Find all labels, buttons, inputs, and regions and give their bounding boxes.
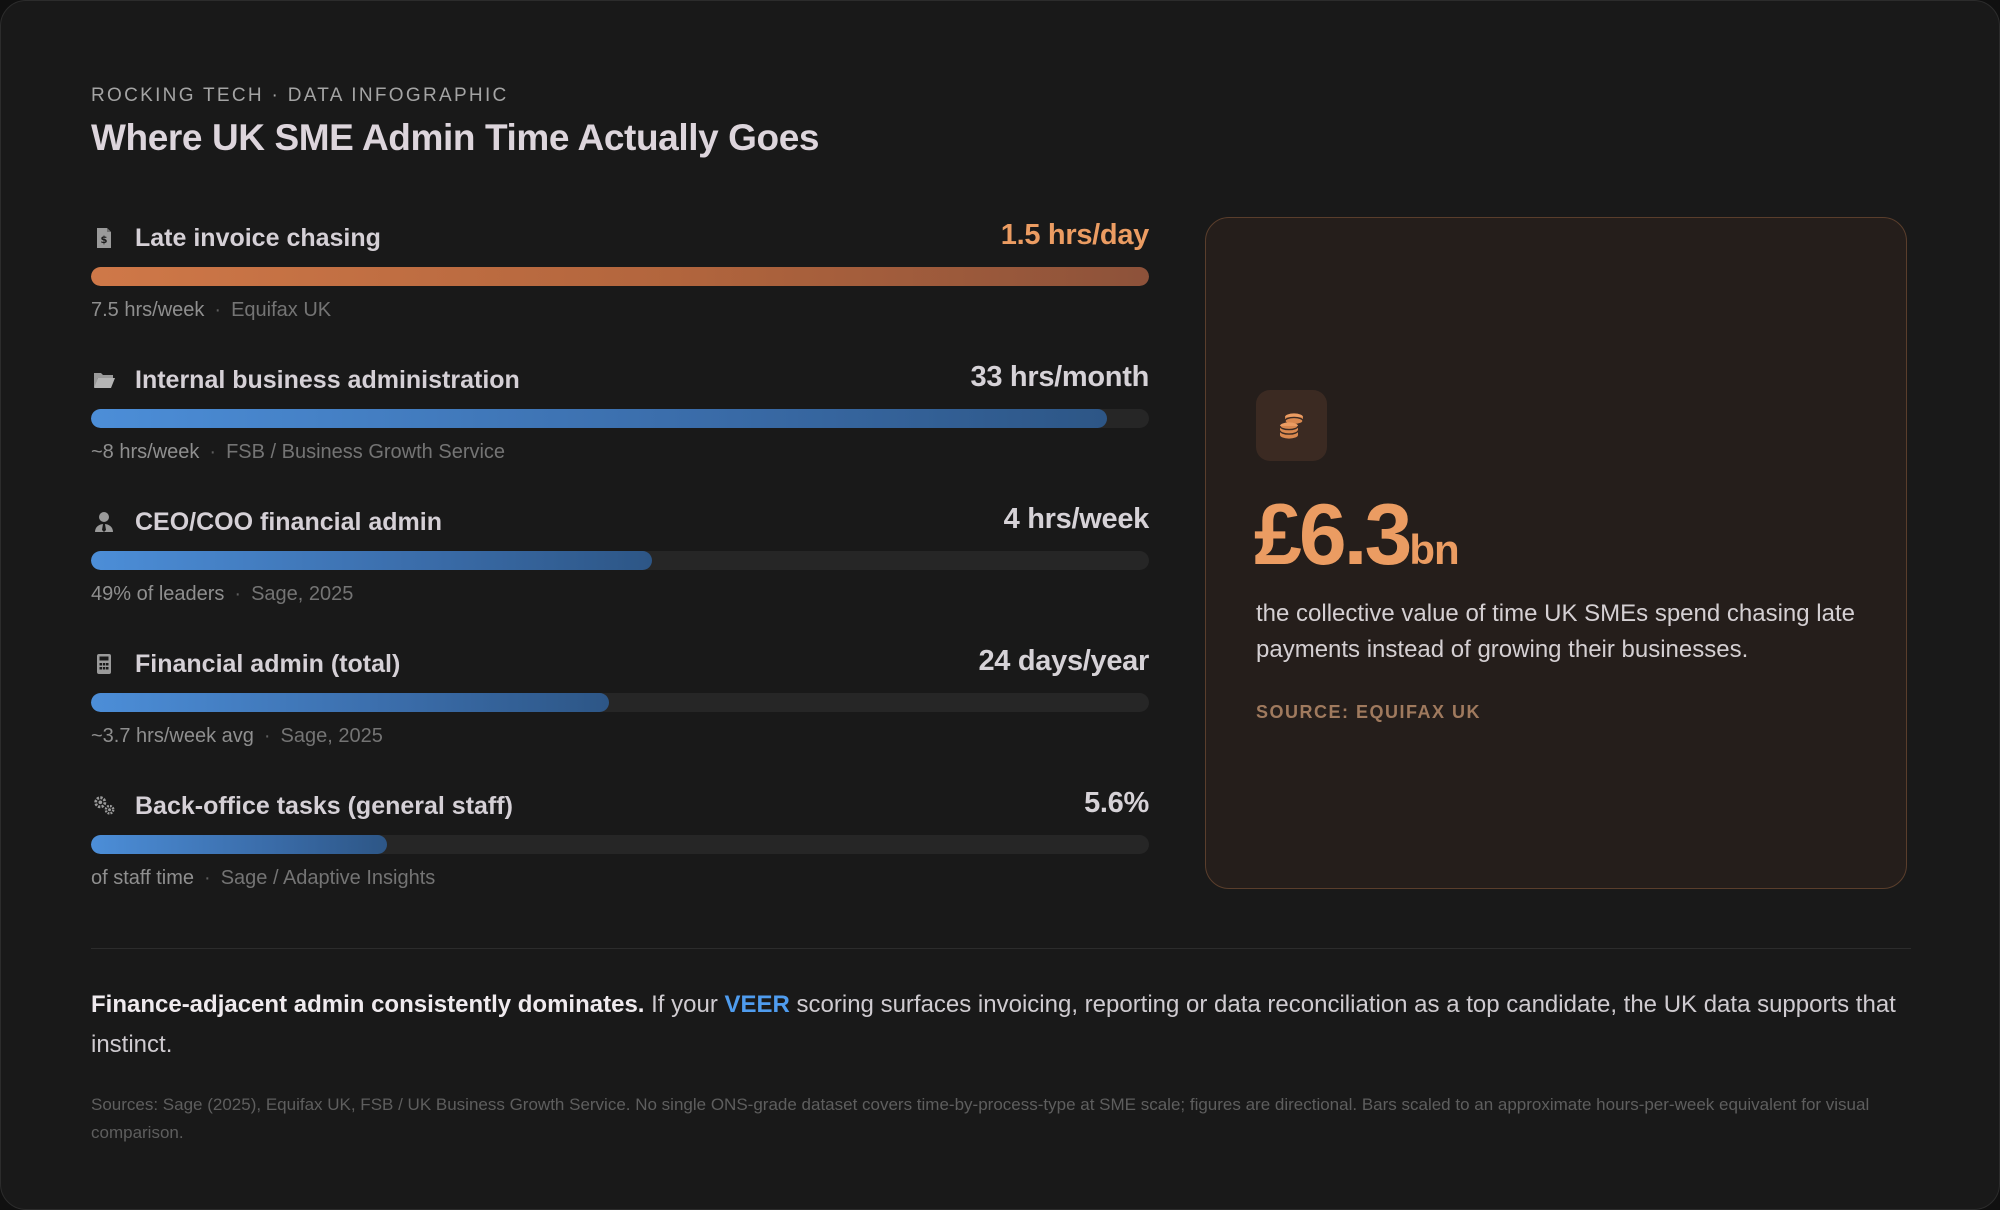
user-tie-icon [91, 509, 117, 535]
bar-meta: 49% of leaders · Sage, 2025 [91, 583, 353, 606]
bar-track [91, 267, 1149, 286]
bar-source: Sage, 2025 [251, 583, 354, 605]
bar-track [91, 835, 1149, 854]
coins-icon [1256, 390, 1327, 461]
stat-description: the collective value of time UK SMEs spe… [1256, 600, 1855, 663]
bar-row-header: CEO/COO financial admin 4 hrs/week [91, 499, 1149, 545]
bar-fill [91, 409, 1107, 428]
bar-fill [91, 551, 652, 570]
bar-row-header: Financial admin (total) 24 days/year [91, 641, 1149, 687]
bar-meta: ~3.7 hrs/week avg · Sage, 2025 [91, 725, 383, 748]
stat-number: £6.3 [1254, 487, 1412, 583]
insight-lead: Finance-adjacent admin consistently domi… [91, 991, 645, 1018]
bar-source: Equifax UK [231, 299, 332, 321]
bar-chart: $ Late invoice chasing 1.5 hrs/day 7.5 hrs/… [91, 215, 1149, 925]
bar-row: $ Late invoice chasing 1.5 hrs/day 7.5 hrs/… [91, 215, 1149, 357]
stat-card: £6.3bn the collective value of time UK S… [1205, 217, 1907, 889]
bar-meta: of staff time · Sage / Adaptive Insights [91, 867, 435, 890]
bar-value-label: 4 hrs/week [1003, 503, 1150, 535]
bar-source: Sage / Adaptive Insights [220, 867, 436, 889]
stat-source: SOURCE: EQUIFAX UK [1256, 702, 1482, 722]
bar-value-label: 5.6% [1084, 787, 1149, 819]
bar-row: Internal business administration 33 hrs/m… [91, 357, 1149, 499]
page-title: Where UK SME Admin Time Actually Goes [91, 117, 820, 158]
bar-label: Internal business administration [135, 366, 520, 394]
bar-fill [91, 693, 610, 712]
invoice-icon: $ [91, 225, 117, 251]
insight-post: scoring surfaces invoicing, reporting or… [91, 991, 1896, 1058]
insight-pre: If your [644, 991, 725, 1018]
bar-row: Financial admin (total) 24 days/year ~3.7 … [91, 641, 1149, 783]
insight-text: Finance-adjacent admin consistently domi… [91, 985, 1921, 1065]
stat-value: £6.3bn [1254, 486, 1460, 585]
divider [91, 948, 1911, 949]
insight-highlight: VEER [724, 991, 790, 1018]
bar-track [91, 693, 1149, 712]
bar-meta: ~8 hrs/week · FSB / Business Growth Servic… [91, 441, 505, 464]
bar-detail: ~8 hrs/week [91, 441, 200, 463]
bar-row-header: Internal business administration 33 hrs/m… [91, 357, 1149, 403]
bar-row-header: Back-office tasks (general staff) 5.6% [91, 783, 1149, 829]
bar-track [91, 409, 1149, 428]
meta-separator: · [204, 867, 211, 889]
bar-detail: ~3.7 hrs/week avg [91, 725, 254, 747]
calculator-icon [91, 651, 117, 677]
bar-fill [91, 267, 1149, 286]
footnote: Sources: Sage (2025), Equifax UK, FSB / … [91, 1095, 1870, 1142]
cogs-icon [91, 793, 117, 819]
bar-value-label: 33 hrs/month [970, 361, 1150, 393]
bar-label: Financial admin (total) [135, 650, 401, 678]
bar-source: FSB / Business Growth Service [226, 441, 506, 463]
bar-value-label: 24 days/year [978, 645, 1149, 677]
bar-label: Late invoice chasing [135, 224, 381, 252]
meta-separator: · [214, 299, 222, 321]
bar-source: Sage, 2025 [280, 725, 383, 747]
bar-meta: 7.5 hrs/week · Equifax UK [91, 299, 331, 322]
bar-detail: of staff time [91, 867, 195, 889]
bar-row: Back-office tasks (general staff) 5.6% of … [91, 783, 1149, 925]
bar-label: CEO/COO financial admin [135, 508, 442, 536]
svg-text:$: $ [101, 235, 108, 246]
bar-detail: 7.5 hrs/week [91, 299, 205, 321]
meta-separator: · [209, 441, 217, 463]
folder-icon [91, 367, 117, 393]
bar-fill [91, 835, 388, 854]
meta-separator: · [234, 583, 242, 605]
bar-detail: 49% of leaders [91, 583, 225, 605]
bar-row-header: $ Late invoice chasing 1.5 hrs/day [91, 215, 1149, 261]
bar-row: CEO/COO financial admin 4 hrs/week 49% of … [91, 499, 1149, 641]
bar-track [91, 551, 1149, 570]
meta-separator: · [263, 725, 271, 747]
eyebrow-label: ROCKING TECH · DATA INFOGRAPHIC [91, 85, 509, 106]
bar-label: Back-office tasks (general staff) [135, 792, 513, 820]
stat-unit: bn [1409, 526, 1459, 573]
bar-value-label: 1.5 hrs/day [1000, 219, 1150, 251]
